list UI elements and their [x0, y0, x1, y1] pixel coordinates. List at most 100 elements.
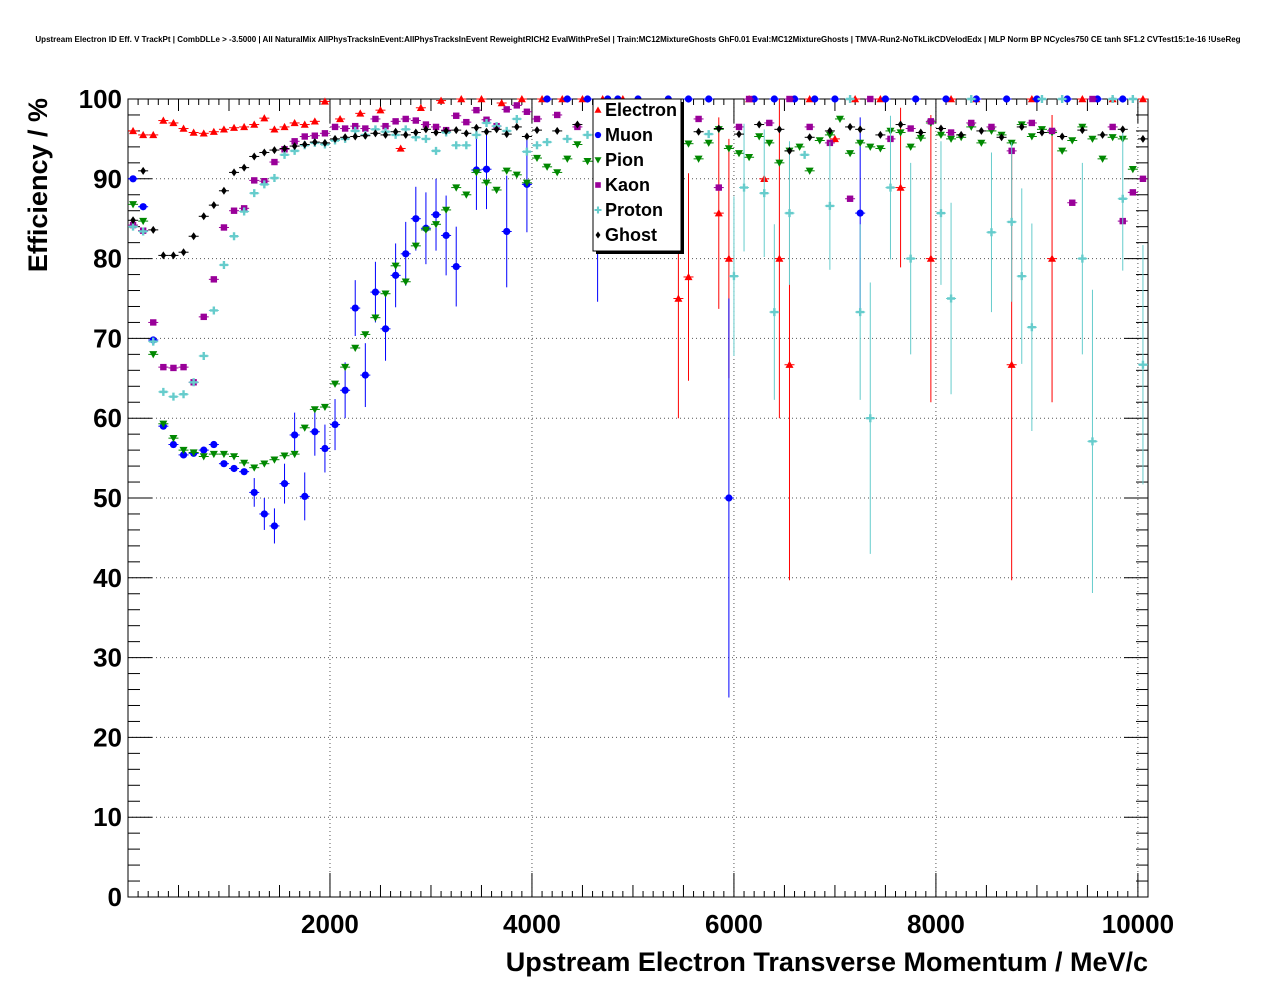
- marker: [1093, 95, 1102, 103]
- y-tick-label: 30: [93, 643, 122, 673]
- marker: [362, 125, 369, 132]
- marker: [129, 175, 137, 183]
- marker: [230, 464, 238, 473]
- marker: [209, 306, 218, 315]
- marker: [1007, 360, 1016, 368]
- data-point: [1057, 147, 1068, 155]
- marker: [851, 95, 860, 103]
- data-point: [1097, 130, 1108, 139]
- marker: [220, 224, 228, 231]
- marker: [356, 109, 365, 117]
- data-point: [390, 127, 401, 136]
- legend-label: Kaon: [605, 175, 650, 195]
- data-point: [279, 150, 290, 159]
- marker: [926, 254, 935, 262]
- marker: [179, 124, 188, 132]
- data-point: [158, 251, 169, 260]
- marker: [563, 134, 572, 143]
- marker: [968, 119, 975, 127]
- marker: [392, 271, 400, 279]
- marker: [1098, 155, 1107, 163]
- data-point: [208, 201, 219, 210]
- marker: [391, 262, 400, 270]
- data-point: [799, 150, 810, 159]
- data-point: [946, 135, 957, 143]
- marker: [896, 183, 905, 191]
- marker: [938, 124, 944, 133]
- data-point: [229, 453, 240, 461]
- data-point: [769, 95, 780, 103]
- marker: [473, 123, 480, 132]
- marker: [936, 131, 945, 139]
- marker: [786, 95, 793, 103]
- legend: Electron Muon Pion Kaon Proton Ghost: [592, 98, 684, 254]
- marker: [351, 304, 359, 312]
- marker: [452, 262, 460, 271]
- marker: [322, 138, 328, 147]
- marker: [482, 118, 491, 127]
- data-point: [935, 124, 946, 133]
- marker: [867, 95, 874, 103]
- marker: [311, 428, 319, 436]
- marker: [402, 115, 409, 123]
- marker: [1069, 199, 1076, 206]
- data-point: [845, 195, 856, 202]
- marker: [462, 141, 471, 150]
- marker: [129, 222, 138, 231]
- marker: [684, 272, 693, 281]
- data-point: [774, 125, 785, 134]
- marker: [1138, 360, 1147, 369]
- x-tick-label: 10000: [1102, 909, 1174, 939]
- data-point: [713, 184, 724, 191]
- data-point: [229, 207, 240, 214]
- data-point: [360, 343, 371, 408]
- data-point: [128, 222, 139, 231]
- marker: [241, 163, 247, 172]
- marker: [533, 141, 542, 150]
- data-point: [239, 163, 250, 172]
- marker: [1048, 254, 1057, 262]
- data-point: [829, 95, 840, 103]
- marker: [280, 452, 289, 460]
- data-point: [299, 472, 310, 521]
- marker: [472, 130, 481, 139]
- data-point: [350, 344, 361, 352]
- marker: [1007, 217, 1016, 226]
- marker: [351, 126, 360, 135]
- marker: [533, 115, 541, 123]
- marker: [270, 174, 279, 183]
- data-point: [461, 118, 472, 126]
- marker: [463, 118, 470, 126]
- marker: [160, 363, 167, 371]
- marker: [270, 125, 279, 133]
- marker: [512, 114, 521, 123]
- data-point: [431, 146, 442, 155]
- data-point: [128, 201, 139, 209]
- marker: [1059, 132, 1065, 141]
- data-point: [178, 446, 189, 455]
- marker: [199, 129, 208, 137]
- data-point: [178, 390, 189, 399]
- marker: [260, 510, 268, 518]
- marker: [209, 127, 218, 135]
- data-point: [289, 138, 300, 145]
- data-point: [451, 112, 462, 119]
- data-point: [532, 115, 543, 123]
- legend-item-muon: Muon: [594, 125, 653, 145]
- data-point: [249, 152, 260, 161]
- data-point: [1047, 114, 1058, 403]
- data-point: [269, 508, 280, 544]
- legend-item-ghost: Ghost: [595, 225, 657, 245]
- marker: [1027, 133, 1036, 141]
- data-point: [390, 262, 401, 270]
- data-point: [703, 95, 714, 103]
- data-point: [198, 212, 209, 221]
- marker: [1079, 126, 1086, 135]
- marker: [190, 232, 197, 241]
- marker: [372, 129, 379, 138]
- data-point: [845, 122, 856, 131]
- marker: [1028, 119, 1036, 127]
- marker: [442, 206, 451, 214]
- marker: [493, 125, 500, 134]
- y-tick-label: 50: [93, 483, 122, 513]
